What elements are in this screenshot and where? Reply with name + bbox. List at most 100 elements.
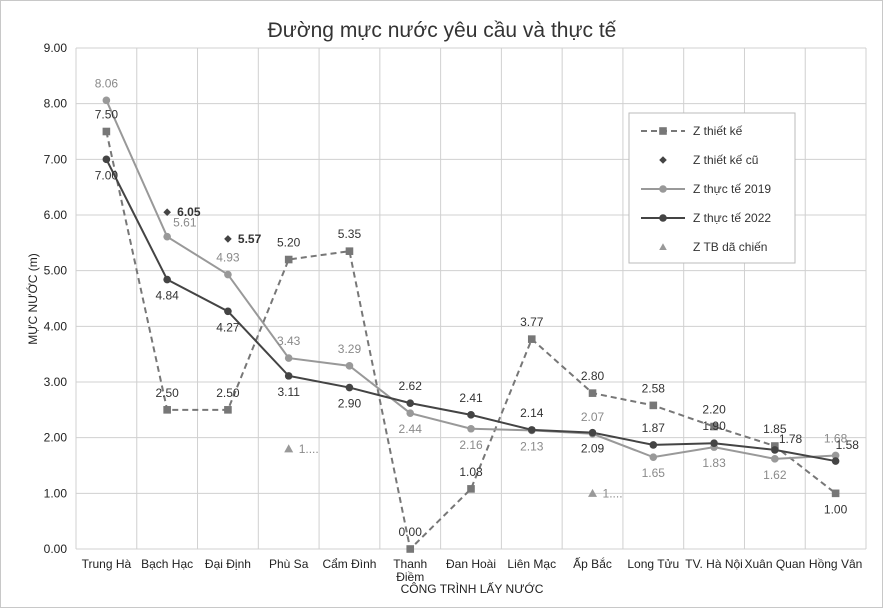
data-label: 5.61	[173, 216, 197, 230]
x-tick-label: Xuân Quan	[744, 557, 805, 571]
data-label: 2.90	[338, 397, 362, 411]
y-tick-label: 1.00	[44, 486, 68, 500]
data-labels: 7.50 2.50 2.50 5.20 5.35 0.00 1.08 3.77 2.80 2.58…	[95, 76, 860, 539]
data-point	[224, 235, 232, 243]
data-point	[588, 389, 597, 397]
data-label: 1.90	[702, 419, 726, 433]
y-tick-label: 8.00	[44, 97, 68, 111]
data-label: 1.62	[763, 468, 787, 482]
data-label: 2.50	[216, 386, 240, 400]
data-label: 3.43	[277, 334, 301, 348]
data-point	[224, 270, 232, 279]
x-tick-label: Liên Mạc	[507, 557, 556, 571]
data-point	[345, 383, 354, 392]
x-tick-label: Đại Định	[205, 557, 251, 571]
data-label: 1....	[603, 486, 623, 500]
data-point	[284, 444, 294, 453]
data-label: 3.29	[338, 342, 362, 356]
y-tick-label: 5.00	[44, 264, 68, 278]
data-point	[163, 208, 171, 217]
x-tick-label: Trung Hà	[82, 557, 132, 571]
legend-marker	[659, 214, 667, 222]
data-label: 6.05	[177, 205, 201, 219]
data-label: 2.14	[520, 406, 544, 420]
x-tick-label: Hồng Vân	[809, 557, 862, 571]
legend-label: Z thực tế 2019	[693, 182, 771, 196]
data-point	[710, 422, 718, 431]
data-point	[467, 485, 475, 493]
legend-marker	[659, 156, 667, 164]
data-point	[771, 442, 779, 450]
data-label: 1.68	[824, 431, 848, 445]
data-point	[527, 426, 536, 434]
y-tick-label: 0.00	[44, 542, 68, 556]
data-label: 2.50	[155, 386, 179, 400]
x-tick-label: Cẩm Đình	[322, 557, 376, 571]
data-label: 2.80	[581, 369, 605, 383]
data-point	[467, 424, 475, 433]
legend-entry: Z thiết kế	[641, 124, 743, 138]
data-label: 4.93	[216, 251, 240, 265]
x-axis-ticks: Trung Hà Bạch Hạc Đại Định Phù Sa Cẩm Đình Th…	[82, 556, 863, 584]
data-point	[284, 372, 293, 380]
data-point	[649, 453, 658, 461]
x-tick-label: Bạch Hạc	[141, 557, 193, 571]
data-point	[406, 409, 415, 417]
data-point	[771, 446, 779, 454]
data-label: 5.57	[238, 232, 262, 246]
data-label: 4.84	[155, 289, 179, 303]
data-label: 1.78	[779, 432, 803, 446]
legend-label: Z thiết kế cũ	[693, 153, 758, 167]
x-tick-label: Long Tửu	[627, 557, 679, 571]
y-tick-label: 2.00	[44, 431, 68, 445]
data-label: 2.62	[399, 379, 423, 393]
gridlines	[75, 47, 867, 550]
data-label: 5.35	[338, 227, 362, 241]
data-label: 2.13	[520, 439, 544, 453]
data-label: 1.00	[824, 502, 848, 516]
y-tick-label: 7.00	[44, 152, 68, 166]
legend-label: Z thiết kế	[693, 124, 743, 138]
data-label: 2.07	[581, 410, 605, 424]
data-point	[284, 354, 293, 362]
data-point	[406, 545, 415, 553]
legend-marker	[659, 243, 667, 251]
data-point	[710, 439, 718, 448]
x-tick-label: Thanh Điềm	[393, 557, 427, 584]
data-point	[588, 488, 598, 497]
legend-marker	[659, 127, 667, 135]
legend-label: Z TB dã chiến	[693, 240, 767, 254]
data-label: 2.41	[459, 391, 483, 405]
legend-entry: Z thiết kế cũ	[659, 153, 758, 167]
data-label: 2.09	[581, 442, 605, 456]
data-label: 5.20	[277, 236, 301, 250]
data-point	[831, 451, 840, 460]
y-tick-label: 9.00	[44, 41, 68, 55]
data-label: 1.87	[642, 421, 666, 435]
data-label: 2.58	[642, 381, 666, 395]
data-label: 8.06	[95, 76, 119, 90]
y-tick-label: 3.00	[44, 375, 68, 389]
data-point	[345, 362, 354, 370]
data-point	[588, 428, 597, 437]
data-label: 3.77	[520, 315, 544, 329]
data-label: 7.00	[95, 168, 119, 182]
data-point	[345, 247, 354, 255]
data-label: 7.50	[95, 108, 119, 122]
legend-marker	[659, 185, 667, 193]
x-axis-title: CÔNG TRÌNH LẤY NƯỚC	[401, 581, 544, 596]
data-label: 2.20	[702, 403, 726, 417]
data-label: 1.58	[836, 438, 860, 452]
data-label: 4.27	[216, 320, 240, 334]
x-tick-label: Phù Sa	[269, 557, 309, 571]
legend-entry: Z TB dã chiến	[659, 240, 767, 254]
data-label: 1....	[299, 442, 319, 456]
x-tick-label: Ấp Bắc	[573, 556, 612, 571]
data-point	[771, 455, 779, 463]
legend-entry: Z thực tế 2019	[641, 182, 771, 196]
data-point	[649, 401, 658, 410]
data-label: 2.16	[459, 438, 483, 452]
data-point	[831, 457, 840, 465]
